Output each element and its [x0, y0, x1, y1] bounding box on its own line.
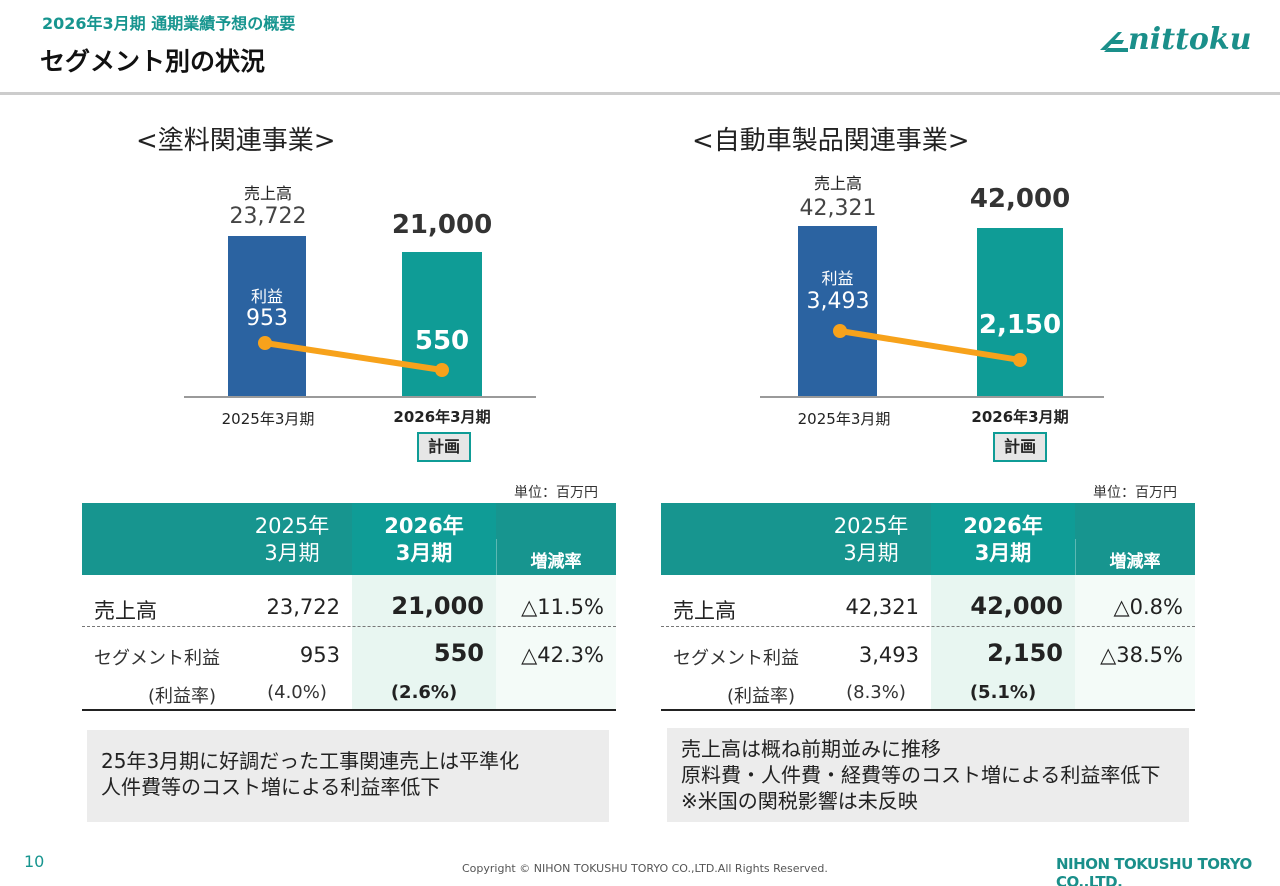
cell-change-sales: △0.8%: [1113, 595, 1183, 619]
copyright: Copyright © NIHON TOKUSHU TORYO CO.,LTD.…: [462, 862, 828, 875]
row-label-profit: セグメント利益: [94, 648, 220, 669]
col-prev-year: 2025年: [833, 514, 909, 538]
cell-change-sales: △11.5%: [521, 595, 604, 619]
x-axis: [184, 396, 536, 398]
cell-prev-ratio: (8.3%): [846, 682, 906, 703]
plan-tag: 計画: [993, 432, 1047, 462]
x-label-prev: 2025年3月期: [221, 410, 315, 428]
bar-prev-sales: [798, 226, 877, 397]
cell-prev-profit: 953: [299, 643, 340, 667]
logo-mark-icon: [1100, 32, 1128, 52]
row-label-ratio: (利益率): [726, 686, 796, 707]
cell-plan-ratio: (5.1%): [969, 682, 1037, 703]
col-plan-year: 2026年: [384, 514, 464, 538]
prev-sales-value: 42,321: [799, 196, 877, 221]
profit-point-plan: [1013, 353, 1027, 367]
plan-column-highlight: [352, 575, 496, 709]
plan-sales-value: 21,000: [391, 210, 493, 240]
plan-profit-value: 2,150: [978, 310, 1062, 340]
plan-column-highlight: [931, 575, 1075, 709]
unit-label: 単位：百万円: [1093, 485, 1177, 501]
note-line: 人件費等のコスト増による利益率低下: [101, 775, 441, 799]
col-change: 増減率: [1109, 552, 1161, 572]
note-line: 原料費・人件費・経費等のコスト増による利益率低下: [681, 763, 1161, 787]
bar-prev-sales: [228, 236, 306, 397]
cell-plan-ratio: (2.6%): [390, 682, 458, 703]
cell-change-profit: △38.5%: [1100, 643, 1183, 667]
prev-profit-value: 3,493: [806, 289, 870, 314]
col-prev-period: 3月期: [843, 541, 899, 565]
logo-wordmark: nittoku: [1128, 22, 1252, 57]
cell-prev-ratio: (4.0%): [267, 682, 327, 703]
plan-tag: 計画: [417, 432, 471, 462]
x-axis: [760, 396, 1104, 398]
cell-prev-sales: 42,321: [845, 595, 919, 619]
row-label-ratio: (利益率): [147, 686, 217, 707]
company-logo: nittoku: [1098, 22, 1258, 62]
prev-profit-value: 953: [246, 306, 288, 331]
cell-prev-profit: 3,493: [858, 643, 919, 667]
note-paint: 25年3月期に好調だった工事関連売上は平準化 人件費等のコスト増による利益率低下: [87, 730, 609, 822]
cell-plan-sales: 21,000: [391, 592, 484, 620]
cell-plan-sales: 42,000: [970, 592, 1063, 620]
row-label-sales: 売上高: [673, 599, 736, 623]
x-label-plan: 2026年3月期: [971, 408, 1069, 426]
page-title: セグメント別の状況: [40, 47, 266, 76]
company-name: NIHON TOKUSHU TORYO CO.,LTD.: [1056, 855, 1252, 886]
plan-profit-value: 550: [414, 326, 470, 356]
col-prev-year: 2025年: [254, 514, 330, 538]
bar-plan-sales: [977, 228, 1063, 397]
note-line: 売上高は概ね前期並みに推移: [681, 737, 941, 761]
prev-sales-caption: 売上高: [813, 174, 862, 193]
cell-change-profit: △42.3%: [521, 643, 604, 667]
prev-sales-value: 23,722: [229, 204, 307, 229]
x-label-prev: 2025年3月期: [797, 410, 891, 428]
col-plan-period: 3月期: [974, 541, 1032, 565]
plan-sales-value: 42,000: [969, 184, 1071, 214]
row-label-profit: セグメント利益: [673, 648, 799, 669]
profit-point-plan: [435, 363, 449, 377]
cell-plan-profit: 550: [433, 639, 484, 667]
col-change: 増減率: [530, 552, 582, 572]
header-divider: [0, 92, 1280, 95]
page-number: 10: [24, 852, 45, 871]
col-plan-year: 2026年: [963, 514, 1043, 538]
segment-title-auto: <自動車製品関連事業>: [692, 126, 970, 156]
col-plan-period: 3月期: [395, 541, 453, 565]
row-label-sales: 売上高: [94, 599, 157, 623]
cell-prev-sales: 23,722: [266, 595, 340, 619]
profit-point-prev: [833, 324, 847, 338]
x-label-plan: 2026年3月期: [393, 408, 491, 426]
table-auto: 2025年 3月期 2026年 3月期 増減率 売上高 42,321 42,00…: [661, 503, 1195, 713]
segment-title-paint: <塗料関連事業>: [136, 126, 336, 156]
prev-sales-caption: 売上高: [243, 184, 292, 203]
unit-label: 単位：百万円: [514, 485, 598, 501]
profit-point-prev: [258, 336, 272, 350]
cell-plan-profit: 2,150: [987, 639, 1063, 667]
prev-profit-caption: 利益: [250, 287, 283, 306]
col-prev-period: 3月期: [264, 541, 320, 565]
note-auto: 売上高は概ね前期並みに推移 原料費・人件費・経費等のコスト増による利益率低下 ※…: [667, 728, 1189, 822]
section-supertitle: 2026年3月期 通期業績予想の概要: [42, 14, 296, 33]
prev-profit-caption: 利益: [821, 269, 854, 288]
table-paint: 2025年 3月期 2026年 3月期 増減率 売上高 23,722 21,00…: [82, 503, 616, 713]
note-line: 25年3月期に好調だった工事関連売上は平準化: [101, 749, 520, 773]
note-line: ※米国の関税影響は未反映: [681, 789, 918, 813]
